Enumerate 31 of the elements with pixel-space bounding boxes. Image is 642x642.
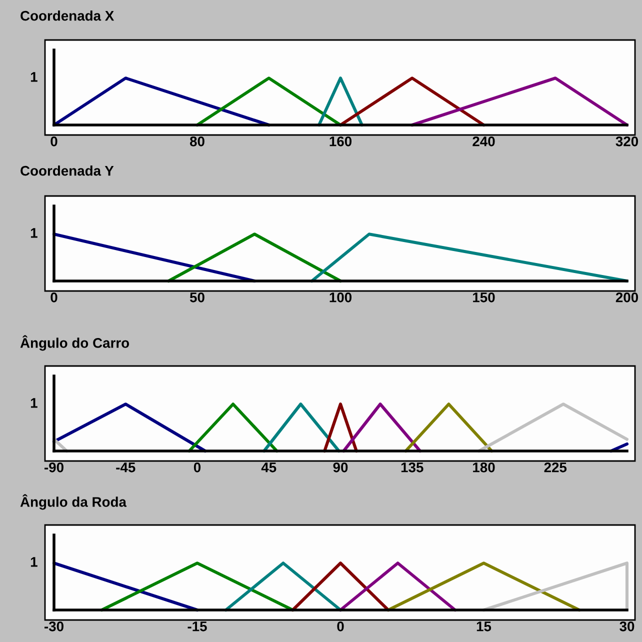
- text: 1: [30, 228, 38, 238]
- x-tick-label: 225: [544, 462, 567, 472]
- x-tick-label: 90: [333, 462, 348, 472]
- x-tick-label: 320: [616, 136, 638, 146]
- chart-title: Ângulo da Roda: [20, 494, 127, 510]
- x-tick-label: 50: [190, 292, 204, 302]
- x-tick-label: -30: [44, 621, 64, 632]
- chart-title: Coordenada X: [20, 10, 114, 21]
- x-tick-label: 0: [50, 292, 58, 302]
- x-tick-label: 0: [194, 462, 201, 472]
- x-tick-label: 240: [472, 136, 495, 146]
- x-tick-label: -90: [44, 462, 64, 472]
- x-tick-label: 150: [473, 292, 495, 302]
- x-tick-label: 15: [476, 622, 492, 632]
- chart-title: Coordenada Y: [20, 166, 114, 176]
- x-tick-label: 200: [616, 292, 638, 302]
- x-tick-label: -45: [116, 462, 136, 472]
- x-tick-label: 0: [337, 621, 344, 632]
- x-tick-label: 45: [261, 462, 276, 472]
- x-tick-label: 135: [401, 462, 424, 472]
- x-tick-label: -15: [188, 622, 207, 632]
- x-tick-label: 80: [190, 136, 204, 146]
- x-tick-label: 30: [620, 621, 634, 632]
- x-tick-label: 100: [330, 292, 352, 302]
- chart-title: Ângulo do Carro: [20, 335, 130, 351]
- text: 1: [30, 72, 38, 82]
- text: 1: [30, 557, 38, 567]
- x-tick-label: 180: [473, 462, 495, 472]
- text: 1: [30, 398, 38, 408]
- x-tick-label: 0: [50, 136, 58, 146]
- x-tick-label: 160: [330, 136, 352, 146]
